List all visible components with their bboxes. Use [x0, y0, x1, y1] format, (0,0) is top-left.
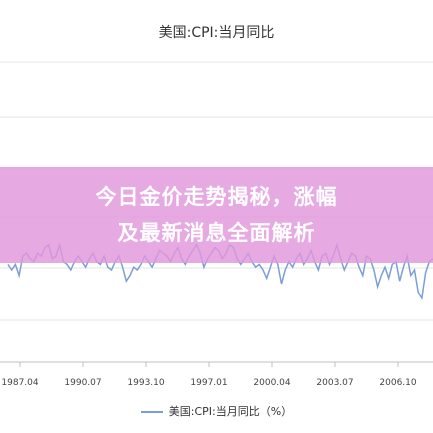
headline-line-1: 今日金价走势揭秘，涨幅 — [95, 185, 338, 209]
x-tick-label: 2003.07 — [316, 378, 353, 388]
headline-banner: 今日金价走势揭秘，涨幅 及最新消息全面解析 — [0, 167, 433, 263]
x-tick-label: 1990.07 — [64, 378, 101, 388]
x-tick-label: 1997.01 — [190, 378, 227, 388]
chart-legend[interactable]: 美国:CPI:当月同比（%） — [0, 403, 433, 419]
chart-title: 美国:CPI:当月同比 — [158, 25, 275, 41]
x-tick-label: 1993.10 — [127, 378, 164, 388]
x-tick-label: 1987.04 — [1, 378, 38, 388]
legend-line-swatch — [140, 411, 163, 413]
legend-label: 美国:CPI:当月同比（%） — [168, 405, 293, 418]
x-tick-label: 2006.10 — [379, 378, 416, 388]
x-tick-label: 2000.04 — [253, 378, 290, 388]
headline-line-2: 及最新消息全面解析 — [117, 221, 316, 245]
